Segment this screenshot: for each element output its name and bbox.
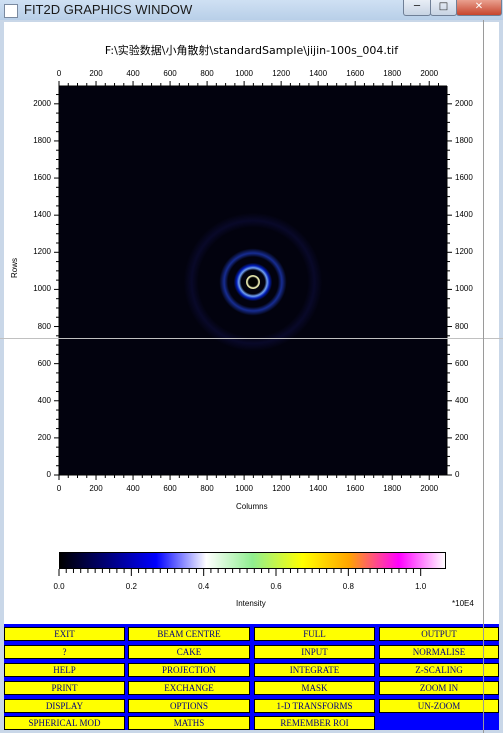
diffraction-image[interactable] xyxy=(59,86,447,475)
x-tick-label: 2000 xyxy=(420,484,439,493)
colorbar-scale-label: *10E4 xyxy=(452,599,474,608)
colorbar-tick-label: 0.2 xyxy=(125,582,137,591)
colorbar-tick-label: 0.4 xyxy=(198,582,210,591)
x-tick-label: 200 xyxy=(89,69,103,78)
y-tick-label: 800 xyxy=(455,321,469,331)
y-tick-label: 400 xyxy=(455,395,469,405)
x-tick-label: 1200 xyxy=(272,69,291,78)
y-tick-label: 1800 xyxy=(33,135,51,145)
y-tick-label: 600 xyxy=(37,358,51,368)
colorbar-tick-label: 0.6 xyxy=(270,582,282,591)
menu-button-projection[interactable]: PROJECTION xyxy=(128,663,250,677)
y-tick-label: 1200 xyxy=(455,247,473,257)
x-tick-label: 800 xyxy=(200,484,214,493)
x-tick-label: 1400 xyxy=(309,69,328,78)
menu-button-zoom-in[interactable]: ZOOM IN xyxy=(379,681,499,695)
cursor-crosshair-vertical xyxy=(483,20,484,733)
y-tick-label: 2000 xyxy=(33,98,51,108)
menu-button-remember-roi[interactable]: REMEMBER ROI xyxy=(254,716,375,730)
y-tick-label: 2000 xyxy=(455,98,473,108)
close-button[interactable]: ✕ xyxy=(456,0,502,16)
colorbar-tick-label: 0.0 xyxy=(53,582,65,591)
y-tick-label: 800 xyxy=(37,321,51,331)
colorbar-title: Intensity xyxy=(236,599,266,608)
y-tick-label: 1600 xyxy=(455,173,473,183)
menu-button-un-zoom[interactable]: UN-ZOOM xyxy=(379,699,499,713)
x-tick-label: 0 xyxy=(56,484,62,493)
x-tick-label: 1000 xyxy=(235,69,253,78)
x-tick-label: 1000 xyxy=(235,484,253,493)
x-tick-label: 400 xyxy=(126,69,140,78)
menu-button-mask[interactable]: MASK xyxy=(254,681,375,695)
colorbar-tick-label: 0.8 xyxy=(342,582,354,591)
y-tick-label: 200 xyxy=(37,432,51,442)
x-tick-label: 1600 xyxy=(346,69,365,78)
x-tick-label: 1800 xyxy=(383,484,402,493)
menu-button-print[interactable]: PRINT xyxy=(4,681,125,695)
y-tick-label: 0 xyxy=(455,470,460,479)
y-tick-label: 1000 xyxy=(455,284,473,294)
cursor-crosshair-horizontal xyxy=(0,338,503,339)
menu-button-help-question[interactable]: ? xyxy=(4,645,125,659)
menu-button-z-scaling[interactable]: Z-SCALING xyxy=(379,663,499,677)
x-tick-label: 400 xyxy=(126,484,140,493)
x-tick-label: 0 xyxy=(56,69,62,78)
menu-button-maths[interactable]: MATHS xyxy=(128,716,250,730)
y-tick-label: 1000 xyxy=(33,284,51,294)
y-tick-label: 600 xyxy=(455,358,469,368)
minimize-button[interactable]: ─ xyxy=(403,0,431,16)
x-tick-label: 1200 xyxy=(272,484,291,493)
x-axis-title: Columns xyxy=(236,502,268,511)
y-tick-label: 1800 xyxy=(455,135,473,145)
x-tick-label: 1600 xyxy=(346,484,365,493)
y-axis-title: Rows xyxy=(10,257,19,278)
x-tick-label: 2000 xyxy=(420,69,439,78)
colorbar-tick-label: 1.0 xyxy=(415,582,427,591)
y-tick-label: 1400 xyxy=(455,210,473,220)
x-tick-label: 200 xyxy=(89,484,103,493)
menu-button-beam-centre[interactable]: BEAM CENTRE xyxy=(128,627,250,641)
title-bar: FIT2D GRAPHICS WINDOW ─ □ ✕ xyxy=(0,0,503,21)
menu-button-integrate[interactable]: INTEGRATE xyxy=(254,663,375,677)
y-tick-label: 400 xyxy=(37,395,51,405)
menu-button-cake[interactable]: CAKE xyxy=(128,645,250,659)
image-file-title: F:\实验数据\小角散射\standardSample\jijin-100s_0… xyxy=(104,44,399,57)
menu-button-exit[interactable]: EXIT xyxy=(4,627,125,641)
x-tick-label: 1800 xyxy=(383,69,402,78)
menu-button-options[interactable]: OPTIONS xyxy=(128,699,250,713)
menu-button-display[interactable]: DISPLAY xyxy=(4,699,125,713)
intensity-colorbar xyxy=(59,552,446,569)
window-title: FIT2D GRAPHICS WINDOW xyxy=(24,2,193,17)
beam-stop xyxy=(246,275,260,289)
menu-button-full[interactable]: FULL xyxy=(254,627,375,641)
menu-button-normalise[interactable]: NORMALISE xyxy=(379,645,499,659)
app-icon xyxy=(4,4,18,18)
x-tick-label: 600 xyxy=(163,69,177,78)
menu-button-spherical-mod[interactable]: SPHERICAL MOD xyxy=(4,716,125,730)
x-tick-label: 600 xyxy=(163,484,177,493)
menu-button-input[interactable]: INPUT xyxy=(254,645,375,659)
maximize-button[interactable]: □ xyxy=(430,0,457,16)
x-tick-label: 1400 xyxy=(309,484,328,493)
y-tick-label: 0 xyxy=(46,470,51,479)
menu-button-exchange[interactable]: EXCHANGE xyxy=(128,681,250,695)
menu-button-help[interactable]: HELP xyxy=(4,663,125,677)
y-tick-label: 1400 xyxy=(33,210,51,220)
y-tick-label: 200 xyxy=(455,432,469,442)
x-tick-label: 800 xyxy=(200,69,214,78)
y-tick-label: 1200 xyxy=(33,247,51,257)
menu-button-1-d-transforms[interactable]: 1-D TRANSFORMS xyxy=(254,699,375,713)
menu-button-output[interactable]: OUTPUT xyxy=(379,627,499,641)
y-tick-label: 1600 xyxy=(33,173,51,183)
